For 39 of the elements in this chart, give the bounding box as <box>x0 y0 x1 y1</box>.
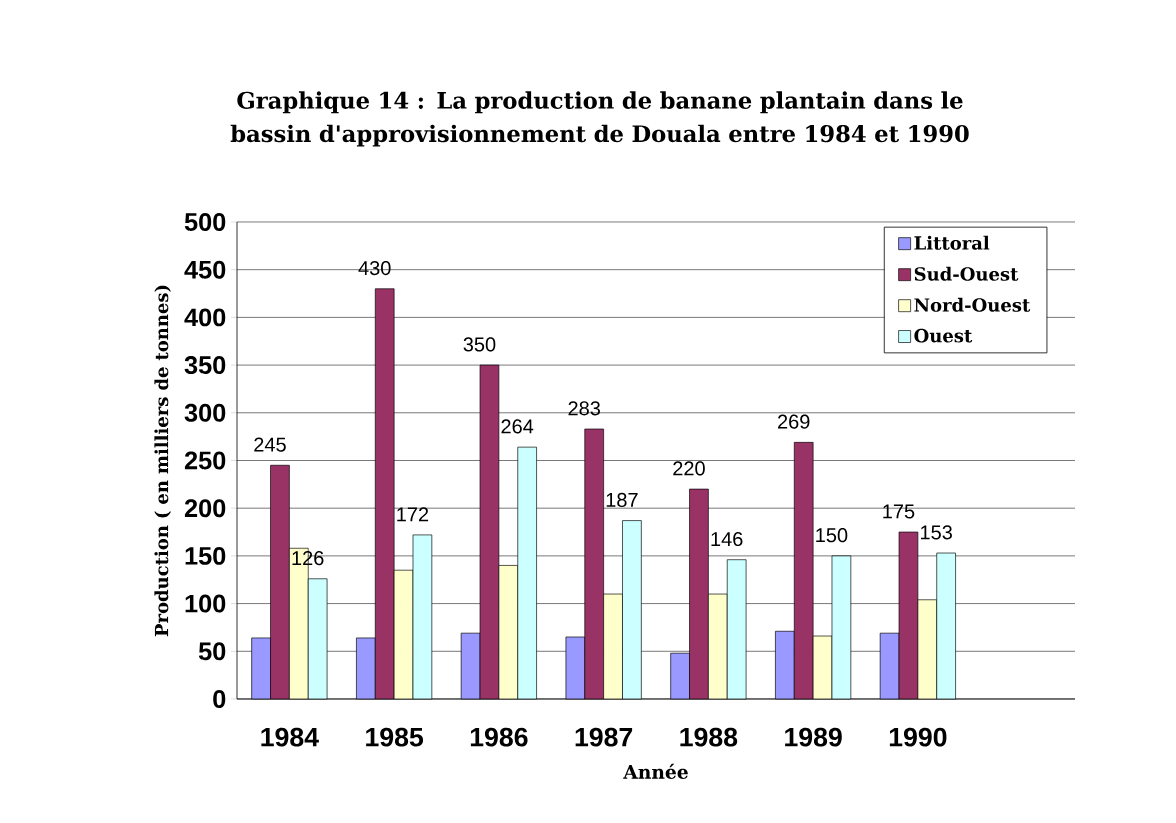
data-label: 283 <box>568 401 600 416</box>
data-label: 350 <box>463 337 496 352</box>
y-tick-label: 350 <box>184 356 226 375</box>
data-label: 175 <box>883 504 915 519</box>
y-tick-label: 0 <box>213 690 226 708</box>
legend-label: Nord-Ouest <box>914 297 1031 312</box>
y-tick-label: 50 <box>198 642 226 661</box>
legend-label: Sud-Ouest <box>914 266 1019 281</box>
y-axis-title: Production ( en milliers de tonnes) <box>154 285 171 637</box>
data-label: 126 <box>292 551 324 566</box>
data-label: 150 <box>816 528 848 543</box>
y-tick-label: 250 <box>184 451 226 470</box>
x-tick-label: 1988 <box>680 727 738 747</box>
x-tick-label: 1985 <box>366 727 424 747</box>
y-tick-label: 500 <box>184 213 226 231</box>
x-tick-label: 1986 <box>470 727 528 747</box>
y-tick-label: 450 <box>184 260 226 279</box>
data-label: 245 <box>254 437 286 452</box>
data-label: 220 <box>673 461 705 476</box>
data-label: 430 <box>358 261 391 276</box>
y-tick-label: 400 <box>184 308 226 327</box>
data-label: 146 <box>711 531 743 547</box>
legend-label: Littoral <box>914 235 990 250</box>
data-label: 269 <box>778 414 810 429</box>
data-label: 172 <box>397 507 429 522</box>
y-tick-label: 150 <box>185 546 226 565</box>
y-tick-label: 300 <box>184 403 226 422</box>
data-label: 264 <box>501 419 534 434</box>
x-tick-label: 1990 <box>889 727 947 747</box>
x-tick-label: 1987 <box>575 727 633 747</box>
legend-label: Ouest <box>914 328 973 343</box>
data-label: 187 <box>606 492 638 507</box>
x-tick-label: 1989 <box>785 727 842 747</box>
y-tick-label: 200 <box>184 499 226 518</box>
x-axis-title: Année <box>623 763 688 779</box>
data-label: 153 <box>921 525 952 540</box>
y-tick-label: 100 <box>185 594 226 613</box>
x-tick-label: 1984 <box>261 727 319 747</box>
chart-title: Graphique 14 : La production de banane plantain dans le bassin d'approvisionnement de Douala entre 1984 et 1990 <box>230 91 969 147</box>
